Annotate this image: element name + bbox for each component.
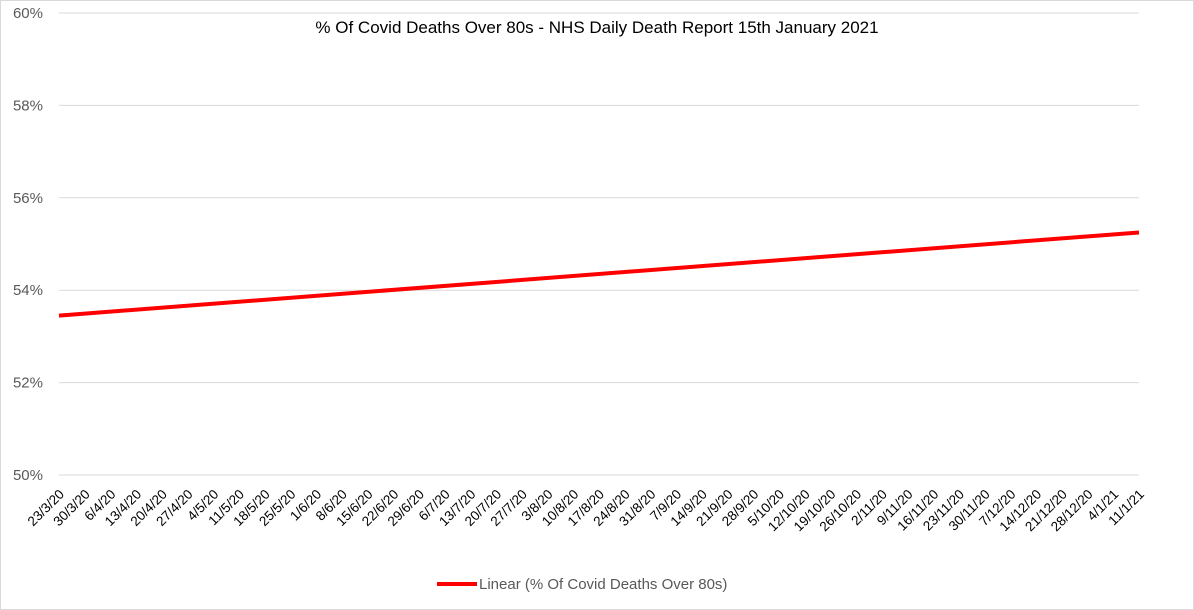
series-layer xyxy=(58,230,1140,318)
y-tick-label: 60% xyxy=(13,5,43,22)
y-tick-label: 50% xyxy=(13,467,43,484)
y-tick-label: 58% xyxy=(13,97,43,114)
gridlines xyxy=(59,12,1139,476)
x-axis-ticks: 23/3/2030/3/206/4/2013/4/2020/4/2027/4/2… xyxy=(25,487,1147,535)
legend-label: Linear (% Of Covid Deaths Over 80s) xyxy=(479,576,727,593)
legend: Linear (% Of Covid Deaths Over 80s) xyxy=(437,576,727,593)
series-line-linear-trend xyxy=(58,230,1140,318)
y-tick-label: 56% xyxy=(13,190,43,207)
y-axis-ticks: 50% 52% 54% 56% 58% 60% xyxy=(13,5,43,484)
y-tick-label: 52% xyxy=(13,375,43,392)
y-tick-label: 54% xyxy=(13,282,43,299)
chart-title: % Of Covid Deaths Over 80s - NHS Daily D… xyxy=(315,18,878,37)
